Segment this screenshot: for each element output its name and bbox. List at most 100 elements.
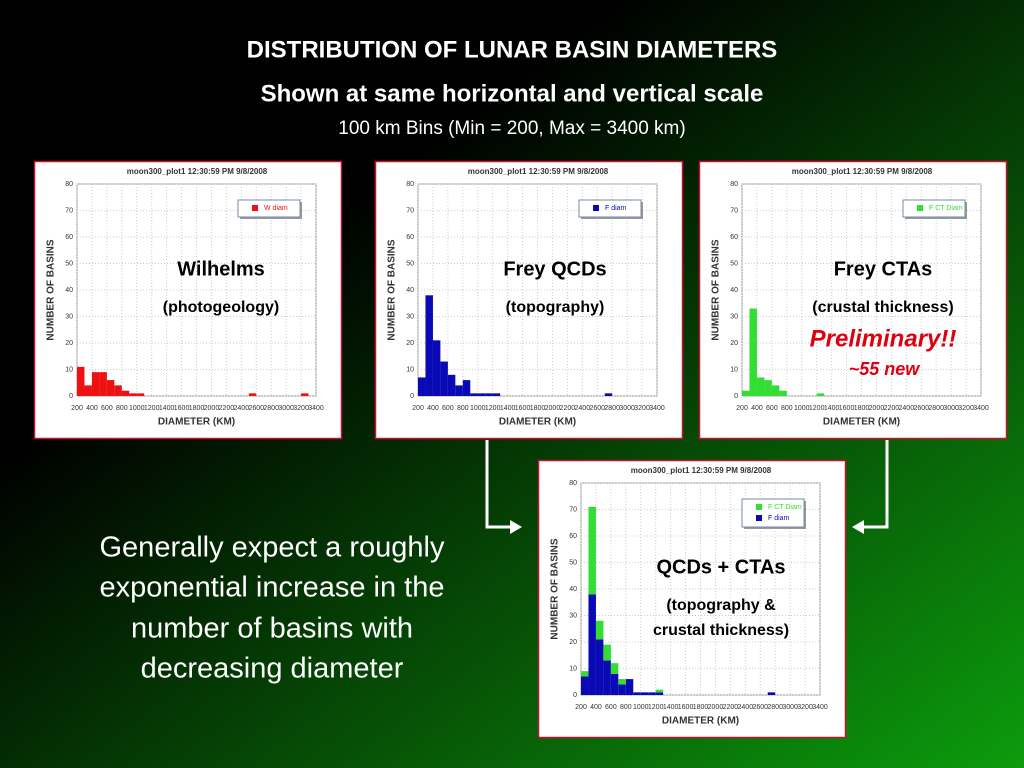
x-tick-label: 200 [575,704,587,711]
y-tick-label: 60 [65,234,73,241]
bar [462,380,471,396]
x-tick-label: 2400 [738,704,754,711]
x-tick-label: 800 [457,405,469,412]
x-tick-label: 1000 [129,405,145,412]
annotation: (topography & [666,597,776,614]
bar [604,393,613,396]
x-tick-label: 1000 [794,405,810,412]
x-tick-label: 3400 [812,704,828,711]
x-tick-label: 400 [590,704,602,711]
y-tick-label: 30 [406,313,414,320]
x-tick-label: 200 [412,405,424,412]
y-tick-label: 60 [406,234,414,241]
x-tick-label: 800 [620,704,632,711]
x-tick-label: 1600 [515,405,531,412]
x-tick-label: 3200 [634,405,650,412]
x-tick-label: 1200 [809,405,825,412]
legend-swatch [917,205,923,211]
body-line: decreasing diameter [141,653,404,685]
x-tick-label: 1600 [839,405,855,412]
x-tick-label: 2200 [219,405,235,412]
legend-swatch [756,515,762,521]
x-tick-label: 800 [781,405,793,412]
bar [610,673,619,695]
x-tick-label: 2800 [263,405,279,412]
bar [301,393,309,396]
x-tick-label: 3200 [797,704,813,711]
arrowhead [852,520,864,534]
chart-title: moon300_plot1 12:30:59 PM 9/8/2008 [127,167,268,176]
y-tick-label: 70 [730,207,738,214]
bar [136,393,145,396]
x-tick-label: 600 [766,405,778,412]
bar [418,377,426,396]
annotation: Frey CTAs [834,258,933,280]
bar [581,671,589,677]
body-line: number of basins with [131,613,413,645]
annotation: QCDs + CTAs [656,556,785,578]
x-tick-label: 3400 [308,405,324,412]
bar [114,385,122,396]
legend-box [578,199,642,218]
annotation: Preliminary!! [810,325,957,352]
x-tick-label: 2200 [723,704,739,711]
arrow [862,440,889,529]
bar [625,679,634,695]
bar [771,385,780,396]
y-tick-label: 10 [569,665,577,672]
y-tick-label: 70 [406,207,414,214]
x-tick-label: 2600 [913,405,929,412]
x-tick-label: 2000 [708,704,724,711]
bar [99,372,107,396]
annotation: Frey QCDs [503,258,606,280]
x-tick-label: 3400 [973,405,989,412]
x-tick-label: 2400 [899,405,915,412]
bar [595,639,604,695]
bar [595,620,604,640]
x-tick-label: 3200 [958,405,974,412]
arrowhead [510,520,522,534]
y-tick-label: 70 [569,506,577,513]
chart-panel: moon300_plot1 12:30:59 PM 9/8/2008 0 10 20 3… [33,160,343,440]
legend-label: W diam [264,205,288,212]
x-tick-label: 1800 [693,704,709,711]
y-tick-label: 20 [65,340,73,347]
x-tick-label: 2800 [604,405,620,412]
annotation: (crustal thickness) [812,299,953,316]
bar [129,393,137,396]
bar [447,374,456,396]
bar [425,295,433,396]
x-tick-label: 2600 [248,405,264,412]
annotation: (topography) [506,299,605,316]
annotation: crustal thickness) [653,622,789,639]
bar [749,308,757,396]
chart-panel: moon300_plot1 12:30:59 PM 9/8/2008 0 10 20 3… [537,459,847,739]
x-tick-label: 2000 [545,405,561,412]
y-tick-label: 80 [569,480,577,487]
y-axis-label: NUMBER OF BASINS [46,239,57,340]
y-tick-label: 30 [65,313,73,320]
x-tick-label: 1600 [174,405,190,412]
y-tick-label: 40 [730,287,738,294]
bar [767,692,776,695]
legend-swatch [593,205,599,211]
x-tick-label: 3400 [649,405,665,412]
legend-label: F CT Diam [929,205,963,212]
legend-label: F diam [605,205,627,212]
x-tick-label: 1200 [144,405,160,412]
y-tick-label: 10 [730,366,738,373]
bar [648,692,656,695]
y-tick-label: 80 [65,181,73,188]
bar [655,692,664,695]
x-tick-label: 1400 [159,405,175,412]
bar [618,679,626,685]
slide-title: DISTRIBUTION OF LUNAR BASIN DIAMETERS [247,36,778,63]
bar [588,594,596,695]
legend-label: F CT Diam [768,504,802,511]
x-tick-label: 800 [116,405,128,412]
bar [477,393,486,396]
y-tick-label: 40 [406,287,414,294]
x-tick-label: 2400 [575,405,591,412]
